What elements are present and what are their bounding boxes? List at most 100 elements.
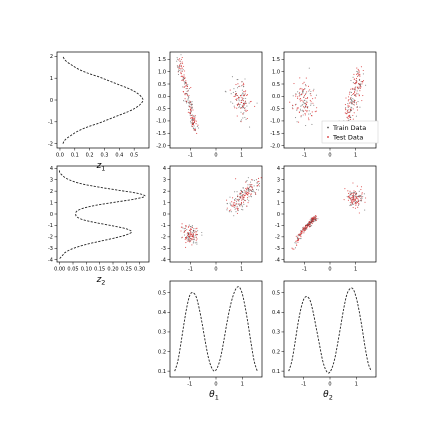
test-point <box>184 94 186 96</box>
train-point <box>294 242 296 244</box>
test-point <box>297 107 299 109</box>
test-point <box>184 229 187 232</box>
z1-vs-theta2-ytick-label: -0.5 <box>270 106 280 112</box>
train-point <box>182 69 184 71</box>
test-point <box>180 71 182 73</box>
train-point <box>233 215 235 217</box>
test-point <box>309 219 311 221</box>
test-point <box>356 201 359 203</box>
test-point <box>185 80 187 82</box>
test-point <box>178 68 180 70</box>
test-point <box>236 107 238 109</box>
test-point <box>184 227 186 229</box>
test-point <box>241 198 243 200</box>
test-point <box>356 92 358 94</box>
test-point <box>355 204 357 206</box>
train-point <box>230 211 232 213</box>
train-point <box>349 194 351 196</box>
train-point <box>243 94 245 96</box>
train-point <box>194 230 196 232</box>
z2-vs-theta2-xtick-label: -1 <box>302 267 307 273</box>
train-point <box>191 231 193 233</box>
train-point <box>298 234 300 236</box>
train-point <box>226 209 228 211</box>
test-point <box>230 209 232 211</box>
test-point <box>242 197 244 199</box>
test-point <box>361 193 363 195</box>
test-point <box>243 103 245 105</box>
test-point <box>346 111 348 113</box>
test-point <box>237 102 239 104</box>
train-point <box>292 95 294 97</box>
test-point <box>187 90 189 92</box>
test-point <box>348 116 350 118</box>
train-point <box>350 100 352 102</box>
train-point <box>189 230 192 232</box>
test-point <box>357 86 359 88</box>
test-point <box>244 95 246 97</box>
test-point <box>300 232 302 234</box>
test-point <box>305 104 307 106</box>
train-point <box>191 114 193 116</box>
train-point <box>242 106 245 108</box>
test-point <box>304 93 306 95</box>
train-point <box>183 77 185 79</box>
test-point <box>246 196 249 199</box>
test-point <box>299 98 302 100</box>
train-point <box>177 58 179 60</box>
z2-vs-theta1-ytick-label: 4 <box>163 166 166 172</box>
train-point <box>246 105 248 107</box>
test-point <box>191 126 194 128</box>
train-point <box>241 194 243 196</box>
train-point <box>241 95 243 97</box>
theta1-density-panel: -1 0 10.10.20.30.40.5θ1 <box>158 280 263 402</box>
test-point <box>295 94 297 96</box>
z2-density-ytick-label: -2 <box>48 235 53 241</box>
z1-vs-theta2-ytick-label: 1.5 <box>272 57 280 63</box>
test-point <box>298 121 300 123</box>
z2-density-xtick-label: 0.00 <box>54 267 65 273</box>
train-point <box>247 188 250 190</box>
test-point <box>354 197 356 199</box>
train-point <box>257 182 259 184</box>
train-point <box>350 80 352 82</box>
train-point <box>235 211 237 213</box>
test-point <box>247 202 249 204</box>
test-point <box>350 109 352 111</box>
test-point <box>304 94 306 97</box>
test-point <box>178 59 180 61</box>
train-point <box>241 104 243 106</box>
test-point <box>361 196 363 198</box>
z2-density-ytick-label: 2 <box>50 189 53 195</box>
train-point <box>358 84 360 86</box>
train-point <box>305 124 307 127</box>
train-point <box>311 225 313 227</box>
test-point <box>348 99 350 101</box>
test-point <box>180 226 182 228</box>
train-point <box>188 100 190 102</box>
test-point <box>357 206 359 208</box>
test-point <box>352 195 354 198</box>
train-point <box>351 101 353 103</box>
test-point <box>357 75 359 77</box>
train-point <box>244 78 246 80</box>
train-point <box>357 204 359 206</box>
test-point <box>313 216 316 218</box>
test-point <box>189 106 191 108</box>
train-point <box>349 195 351 197</box>
train-point <box>185 226 187 228</box>
test-point <box>188 233 190 235</box>
test-point <box>192 237 194 239</box>
test-point <box>258 180 260 183</box>
test-point <box>243 91 245 93</box>
z1-density-xtick-label: 0.0 <box>56 153 64 159</box>
train-point <box>311 123 313 125</box>
test-point <box>353 104 355 106</box>
test-point <box>243 104 245 106</box>
train-point <box>355 193 357 195</box>
train-point <box>352 198 354 200</box>
train-point <box>236 191 238 193</box>
train-point <box>243 203 245 205</box>
test-point <box>354 207 357 209</box>
test-point <box>309 99 311 101</box>
